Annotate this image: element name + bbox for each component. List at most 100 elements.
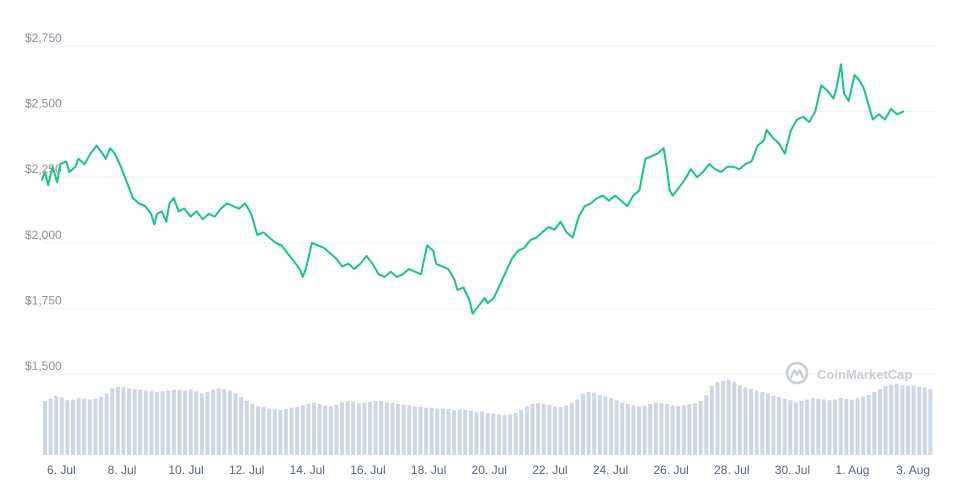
volume-bar bbox=[637, 406, 641, 455]
volume-bar bbox=[777, 397, 782, 455]
volume-bar bbox=[564, 405, 569, 455]
x-axis-ticks: 6. Jul 8. Jul 10. Jul 12. Jul 14. Jul 16. Jul… bbox=[47, 463, 930, 477]
volume-bar bbox=[480, 411, 485, 455]
volume-bar bbox=[793, 402, 798, 455]
x-tick-label: 1. Aug bbox=[835, 463, 869, 477]
volume-bar bbox=[782, 398, 787, 455]
volume-bar bbox=[541, 404, 546, 455]
volume-bar bbox=[737, 385, 742, 455]
volume-bar bbox=[435, 408, 440, 455]
x-tick-label: 6. Jul bbox=[47, 463, 76, 477]
volume-bar bbox=[323, 405, 328, 455]
volume-bar bbox=[592, 392, 597, 455]
volume-bar bbox=[289, 407, 294, 455]
volume-bar bbox=[429, 407, 434, 455]
volume-bar bbox=[625, 404, 630, 455]
volume-bar bbox=[474, 412, 479, 455]
volume-bar bbox=[513, 413, 518, 455]
volume-bar bbox=[356, 403, 361, 455]
volume-bar bbox=[127, 388, 132, 455]
volume-bar bbox=[838, 398, 843, 455]
x-tick-label: 3. Aug bbox=[896, 463, 930, 477]
volume-bar bbox=[844, 398, 849, 455]
volume-bar bbox=[227, 390, 232, 455]
volume-bar bbox=[317, 404, 322, 455]
y-tick-label: $2,500 bbox=[25, 97, 62, 111]
volume-bar bbox=[648, 404, 653, 455]
volume-bar bbox=[805, 399, 810, 455]
volume-bar bbox=[351, 401, 356, 455]
volume-bar bbox=[883, 386, 888, 455]
volume-bar bbox=[368, 401, 373, 455]
volume-bar bbox=[396, 404, 401, 455]
volume-bar bbox=[418, 407, 423, 455]
volume-bar bbox=[82, 398, 87, 455]
volume-bar bbox=[749, 389, 754, 455]
volume-bar bbox=[765, 393, 770, 455]
x-tick-label: 20. Jul bbox=[472, 463, 507, 477]
volume-bar bbox=[530, 404, 535, 455]
volume-bar bbox=[48, 398, 53, 455]
watermark-text: CoinMarketCap bbox=[817, 367, 912, 382]
volume-bar bbox=[670, 405, 675, 455]
y-tick-label: $2,000 bbox=[25, 228, 62, 242]
y-tick-label: $1,750 bbox=[25, 293, 62, 307]
volume-bar bbox=[508, 414, 513, 455]
volume-bar bbox=[71, 399, 76, 455]
volume-bar bbox=[295, 407, 300, 455]
volume-bar bbox=[552, 406, 557, 455]
volume-bar bbox=[821, 399, 826, 455]
x-tick-label: 22. Jul bbox=[532, 463, 567, 477]
volume-bar bbox=[115, 386, 120, 455]
volume-bar bbox=[743, 387, 748, 455]
volume-bar bbox=[788, 400, 793, 455]
volume-bar bbox=[104, 393, 109, 455]
volume-bar bbox=[911, 385, 916, 455]
volume-bar bbox=[205, 392, 210, 455]
x-tick-label: 26. Jul bbox=[653, 463, 688, 477]
volume-bar bbox=[485, 413, 490, 455]
volume-bar bbox=[866, 395, 871, 455]
volume-bar bbox=[536, 403, 541, 455]
volume-bar bbox=[188, 389, 193, 455]
volume-bar bbox=[110, 388, 115, 455]
volume-bar bbox=[267, 408, 272, 455]
volume-bar bbox=[99, 397, 104, 455]
volume-bar bbox=[799, 401, 804, 455]
volume-bars bbox=[43, 380, 933, 455]
volume-bar bbox=[810, 398, 815, 455]
volume-bar bbox=[199, 393, 204, 455]
x-tick-label: 14. Jul bbox=[290, 463, 325, 477]
x-tick-label: 24. Jul bbox=[593, 463, 628, 477]
volume-bar bbox=[166, 390, 171, 455]
volume-bar bbox=[261, 407, 266, 455]
volume-bar bbox=[687, 404, 692, 455]
volume-bar bbox=[676, 406, 681, 455]
volume-bar bbox=[698, 401, 703, 455]
volume-bar bbox=[877, 389, 882, 455]
volume-bar bbox=[889, 384, 894, 455]
volume-bar bbox=[463, 410, 468, 455]
y-tick-label: $2,750 bbox=[25, 31, 62, 45]
volume-bar bbox=[306, 404, 311, 455]
volume-bar bbox=[721, 380, 726, 455]
volume-bar bbox=[379, 401, 384, 455]
volume-bar bbox=[665, 404, 670, 455]
volume-bar bbox=[771, 395, 776, 455]
volume-bar bbox=[211, 389, 216, 455]
volume-bar bbox=[872, 392, 877, 455]
volume-bar bbox=[496, 414, 501, 455]
y-tick-label: $2,250 bbox=[25, 162, 62, 176]
volume-bar bbox=[653, 402, 658, 455]
volume-bar bbox=[250, 404, 255, 455]
volume-bar bbox=[816, 398, 821, 455]
volume-bar bbox=[726, 380, 731, 455]
volume-bar bbox=[452, 410, 457, 455]
volume-bar bbox=[849, 399, 854, 455]
volume-bar bbox=[233, 393, 238, 455]
volume-bar bbox=[239, 397, 244, 455]
volume-bar bbox=[693, 403, 698, 455]
volume-bar bbox=[614, 400, 619, 455]
volume-bar bbox=[155, 392, 160, 455]
